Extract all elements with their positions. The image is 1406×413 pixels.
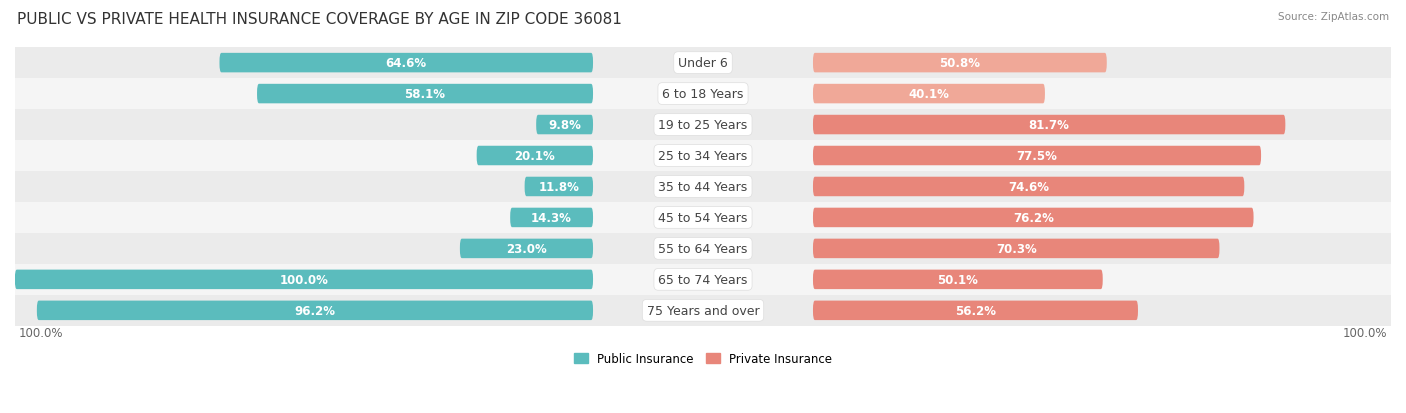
Bar	[15, 264, 1391, 295]
FancyBboxPatch shape	[813, 116, 1285, 135]
FancyBboxPatch shape	[813, 146, 1261, 166]
Text: 20.1%: 20.1%	[515, 150, 555, 163]
Bar	[15, 233, 1391, 264]
Text: PUBLIC VS PRIVATE HEALTH INSURANCE COVERAGE BY AGE IN ZIP CODE 36081: PUBLIC VS PRIVATE HEALTH INSURANCE COVER…	[17, 12, 621, 27]
FancyBboxPatch shape	[813, 54, 1107, 73]
FancyBboxPatch shape	[477, 146, 593, 166]
Text: 76.2%: 76.2%	[1012, 211, 1053, 224]
Text: 25 to 34 Years: 25 to 34 Years	[658, 150, 748, 163]
FancyBboxPatch shape	[813, 208, 1254, 228]
FancyBboxPatch shape	[536, 116, 593, 135]
FancyBboxPatch shape	[813, 177, 1244, 197]
FancyBboxPatch shape	[15, 270, 593, 290]
Text: 19 to 25 Years: 19 to 25 Years	[658, 119, 748, 132]
Bar	[15, 171, 1391, 202]
Text: 75 Years and over: 75 Years and over	[647, 304, 759, 317]
FancyBboxPatch shape	[813, 270, 1102, 290]
Text: 81.7%: 81.7%	[1029, 119, 1070, 132]
FancyBboxPatch shape	[37, 301, 593, 320]
Text: 96.2%: 96.2%	[294, 304, 336, 317]
FancyBboxPatch shape	[813, 239, 1219, 259]
FancyBboxPatch shape	[813, 85, 1045, 104]
Text: 65 to 74 Years: 65 to 74 Years	[658, 273, 748, 286]
Text: 45 to 54 Years: 45 to 54 Years	[658, 211, 748, 224]
Text: 40.1%: 40.1%	[908, 88, 949, 101]
Text: 50.1%: 50.1%	[938, 273, 979, 286]
FancyBboxPatch shape	[257, 85, 593, 104]
Bar	[15, 141, 1391, 171]
Bar	[15, 48, 1391, 79]
Text: Source: ZipAtlas.com: Source: ZipAtlas.com	[1278, 12, 1389, 22]
Text: 64.6%: 64.6%	[385, 57, 427, 70]
Text: 100.0%: 100.0%	[18, 326, 63, 339]
Text: 50.8%: 50.8%	[939, 57, 980, 70]
Legend: Public Insurance, Private Insurance: Public Insurance, Private Insurance	[569, 348, 837, 370]
FancyBboxPatch shape	[219, 54, 593, 73]
Text: 35 to 44 Years: 35 to 44 Years	[658, 180, 748, 194]
Text: 6 to 18 Years: 6 to 18 Years	[662, 88, 744, 101]
FancyBboxPatch shape	[813, 301, 1137, 320]
Text: 23.0%: 23.0%	[506, 242, 547, 255]
Text: 77.5%: 77.5%	[1017, 150, 1057, 163]
FancyBboxPatch shape	[460, 239, 593, 259]
Text: 11.8%: 11.8%	[538, 180, 579, 194]
Text: 58.1%: 58.1%	[405, 88, 446, 101]
Text: 55 to 64 Years: 55 to 64 Years	[658, 242, 748, 255]
Bar	[15, 110, 1391, 141]
Text: 70.3%: 70.3%	[995, 242, 1036, 255]
Text: Under 6: Under 6	[678, 57, 728, 70]
Text: 100.0%: 100.0%	[1343, 326, 1388, 339]
Text: 74.6%: 74.6%	[1008, 180, 1049, 194]
FancyBboxPatch shape	[510, 208, 593, 228]
Text: 9.8%: 9.8%	[548, 119, 581, 132]
FancyBboxPatch shape	[524, 177, 593, 197]
Text: 14.3%: 14.3%	[531, 211, 572, 224]
Bar	[15, 202, 1391, 233]
Text: 56.2%: 56.2%	[955, 304, 995, 317]
Bar	[15, 79, 1391, 110]
Bar	[15, 295, 1391, 326]
Text: 100.0%: 100.0%	[280, 273, 329, 286]
